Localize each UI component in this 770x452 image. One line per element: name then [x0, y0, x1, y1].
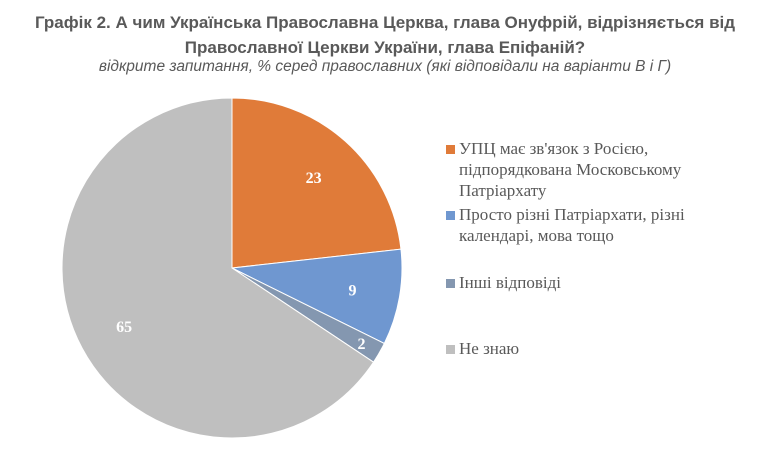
pie-slice: [61, 97, 375, 439]
legend-label: УПЦ має зв'язок з Росією, підпорядкована…: [459, 139, 682, 200]
legend-item: УПЦ має зв'язок з Росією, підпорядкована…: [446, 138, 736, 201]
slice-value-label: 2: [358, 336, 366, 353]
legend-swatch: [446, 211, 455, 220]
legend-swatch: [446, 345, 455, 354]
chart-subtitle: відкрите запитання, % серед православних…: [98, 58, 672, 75]
slice-value-label: 65: [116, 319, 132, 336]
legend-swatch: [446, 279, 455, 288]
legend-item: Інші відповіді: [446, 272, 736, 293]
slice-value-label: 23: [306, 170, 322, 187]
legend-item: Не знаю: [446, 338, 736, 359]
pie-slice: [231, 97, 402, 269]
legend-swatch: [446, 145, 455, 154]
legend-label: Не знаю: [459, 339, 520, 358]
legend-label: Інші відповіді: [459, 273, 561, 292]
legend-label: Просто різні Патріархати, різні календар…: [459, 205, 685, 245]
pie-slice: [230, 248, 403, 345]
slice-value-label: 9: [349, 282, 357, 299]
chart-title: Графік 2. А чим Українська Православна Ц…: [34, 13, 736, 57]
legend-item: Просто різні Патріархати, різні календар…: [446, 204, 736, 246]
